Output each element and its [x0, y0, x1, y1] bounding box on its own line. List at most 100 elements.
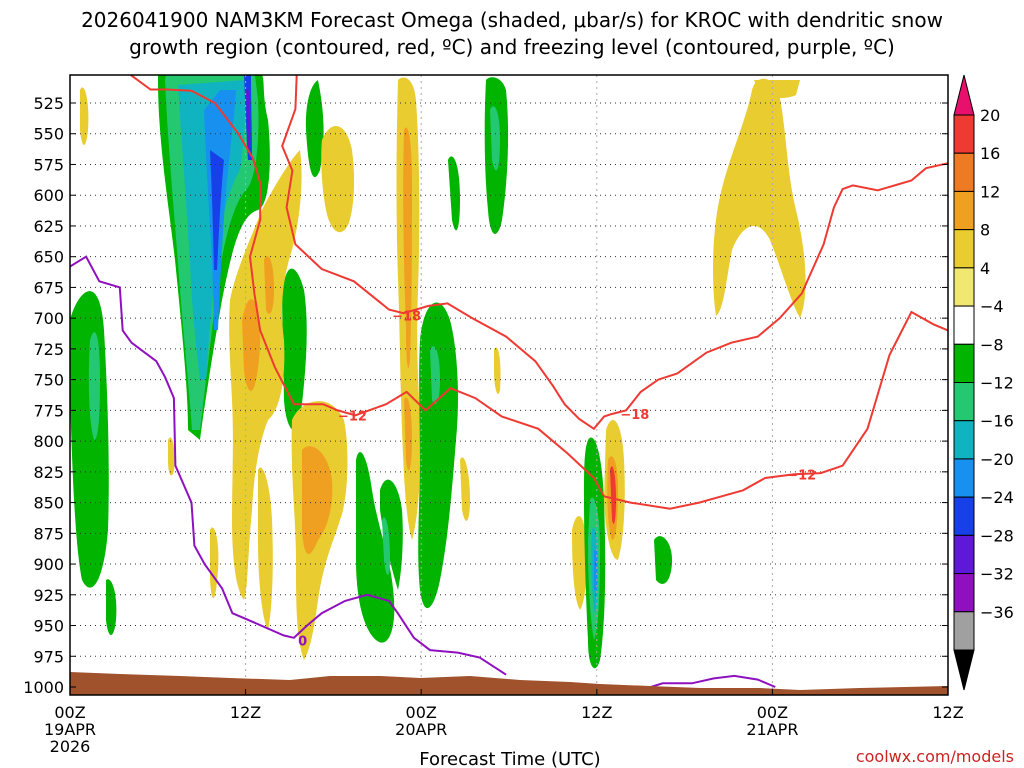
omega-region: [430, 346, 440, 404]
ground-terrain: [70, 672, 948, 695]
time-grid: [245, 75, 773, 695]
colorbar-swatch: [953, 343, 975, 383]
colorbar-label: −8: [980, 335, 1004, 354]
y-tick-label: 750: [33, 371, 64, 390]
x-tick-label: 00Z: [54, 703, 85, 722]
contour-lines: −12 −12 −18 −18 0: [70, 75, 948, 688]
y-tick-label: 550: [33, 125, 64, 144]
contour-label: −18: [392, 310, 421, 325]
colorbar-label: 20: [980, 106, 1000, 125]
omega-region: [654, 536, 672, 584]
colorbar-label: −36: [980, 603, 1014, 622]
omega-shading: [70, 75, 806, 669]
x-tick-label: 21APR: [746, 720, 798, 739]
contour-label: −18: [620, 408, 649, 423]
colorbar-label: 8: [980, 221, 990, 240]
omega-region: [305, 80, 324, 178]
x-tick-label: 12Z: [230, 703, 261, 722]
colorbar-label: 4: [980, 259, 990, 278]
omega-region: [264, 256, 274, 314]
omega-region: [246, 90, 250, 150]
omega-region: [403, 127, 412, 369]
y-tick-label: 975: [33, 647, 64, 666]
y-tick-label: 1000: [23, 678, 64, 697]
colorbar-top-triangle: [953, 74, 975, 116]
omega-region: [572, 516, 587, 610]
y-tick-label: 675: [33, 278, 64, 297]
x-axis-title: Forecast Time (UTC): [419, 749, 600, 768]
omega-region: [382, 517, 390, 575]
omega-region: [302, 446, 333, 554]
omega-region: [494, 347, 501, 394]
y-tick-label: 825: [33, 463, 64, 482]
omega-region: [168, 437, 175, 476]
colorbar-swatch: [953, 496, 975, 536]
dgz-contour: [129, 75, 948, 510]
x-tick-label: 20APR: [395, 720, 447, 739]
contour-label: 0: [298, 634, 307, 649]
chart-title-line-2: growth region (contoured, red, ºC) and f…: [129, 35, 895, 59]
plot-frame: [69, 74, 949, 696]
y-tick-label: 925: [33, 586, 64, 605]
y-tick-label: 600: [33, 186, 64, 205]
omega-region: [713, 78, 806, 318]
omega-region: [754, 80, 800, 99]
colorbar-label: −12: [980, 374, 1014, 393]
y-tick-label: 625: [33, 217, 64, 236]
colorbar-label: −16: [980, 412, 1014, 431]
omega-region: [88, 332, 100, 440]
omega-region: [418, 302, 458, 609]
colorbar-swatch: [953, 305, 975, 345]
colorbar-swatch: [953, 573, 975, 613]
omega-region: [106, 579, 117, 635]
omega-region: [460, 457, 470, 521]
y-tick-label: 950: [33, 617, 64, 636]
colorbar-label: 12: [980, 182, 1000, 201]
y-tick-label: 700: [33, 309, 64, 328]
contour-label: −12: [787, 468, 816, 483]
y-tick-label: 650: [33, 248, 64, 267]
colorbar-label: 16: [980, 144, 1000, 163]
omega-region: [321, 126, 355, 233]
x-tick-label: 00Z: [757, 703, 788, 722]
omega-region: [448, 156, 460, 231]
omega-region: [242, 299, 261, 391]
contour-label: −12: [338, 409, 367, 424]
omega-region: [490, 106, 500, 171]
colorbar: 20 16 12 8 4 −4 −8 −12 −16 −20 −24 −28 −32 −36: [953, 74, 1014, 691]
colorbar-bottom-triangle: [953, 649, 975, 691]
colorbar-swatch: [953, 458, 975, 498]
omega-region: [404, 397, 412, 471]
dgz-contour: [281, 75, 948, 431]
colorbar-label: −32: [980, 565, 1014, 584]
y-axis: 525 550 575 600 625 650 675 700 725 750 775 800 825 8…: [23, 94, 948, 697]
colorbar-swatch: [953, 114, 975, 154]
y-tick-label: 850: [33, 494, 64, 513]
omega-region: [610, 466, 616, 524]
colorbar-swatch: [953, 190, 975, 231]
colorbar-label: −4: [980, 297, 1004, 316]
colorbar-label: −20: [980, 450, 1014, 469]
colorbar-label: −28: [980, 526, 1014, 545]
colorbar-swatch: [953, 229, 975, 269]
x-tick-label: 19APR: [44, 720, 96, 739]
x-tick-label: 12Z: [581, 703, 612, 722]
omega-region: [282, 268, 307, 431]
chart-title-line-1: 2026041900 NAM3KM Forecast Omega (shaded…: [81, 8, 943, 32]
colorbar-swatch: [953, 611, 975, 651]
credit-text[interactable]: coolwx.com/models: [856, 747, 1014, 766]
y-tick-label: 900: [33, 555, 64, 574]
y-tick-label: 800: [33, 432, 64, 451]
y-tick-label: 875: [33, 524, 64, 543]
x-tick-label: 12Z: [932, 703, 963, 722]
colorbar-swatch: [953, 420, 975, 460]
omega-region: [594, 550, 597, 590]
x-tick-label: 00Z: [406, 703, 437, 722]
y-tick-label: 525: [33, 94, 64, 113]
freezing-level-contour: [650, 674, 776, 688]
plot-area: −12 −12 −18 −18 0 525 550 575 600 625 650 675 700 72…: [23, 74, 964, 756]
omega-region: [229, 150, 302, 600]
y-tick-label: 725: [33, 340, 64, 359]
colorbar-label: −24: [980, 488, 1014, 507]
